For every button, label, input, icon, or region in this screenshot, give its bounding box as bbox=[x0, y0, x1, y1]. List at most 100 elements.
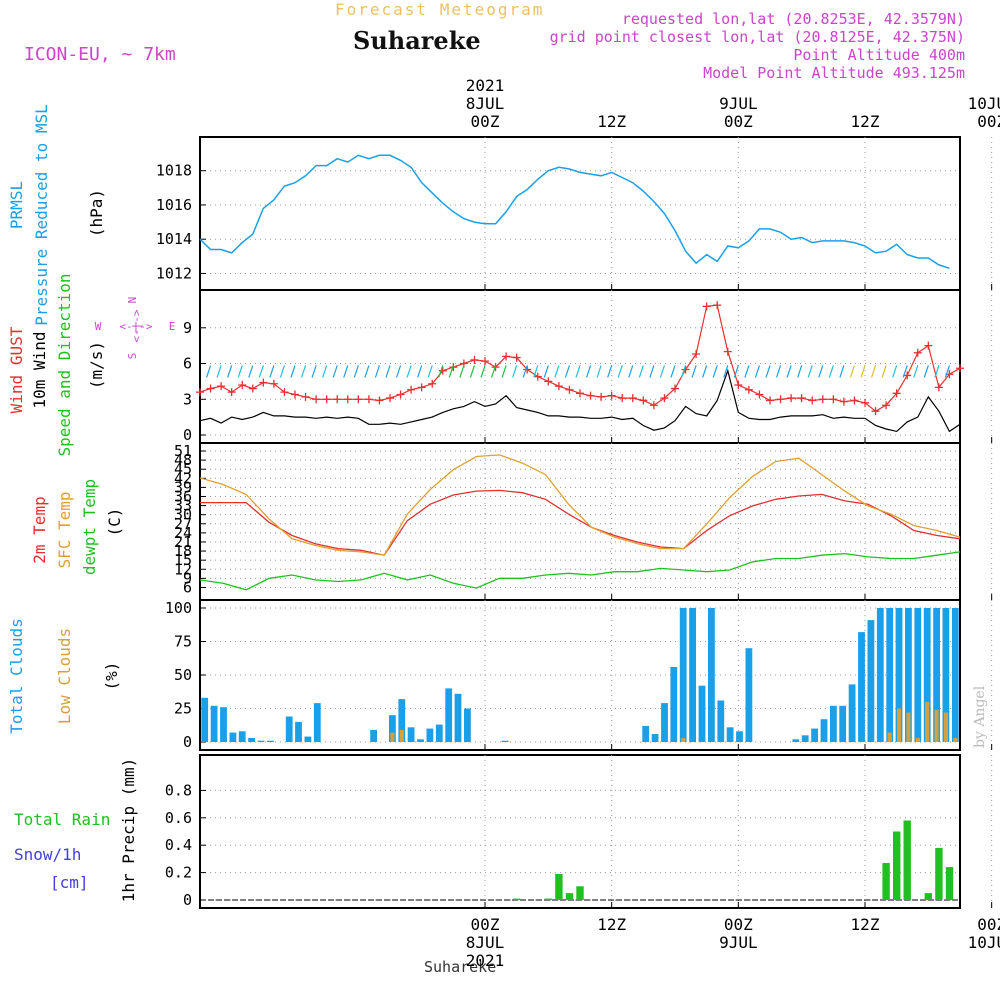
total-clouds-bar bbox=[313, 703, 321, 742]
wind-gust-marker bbox=[702, 302, 711, 311]
total-clouds-bar bbox=[670, 667, 678, 742]
temp2m-label: 2m Temp bbox=[30, 496, 49, 563]
wind-gust-marker bbox=[343, 395, 352, 404]
wind-direction-arrow bbox=[902, 365, 908, 378]
wind-gust-marker bbox=[850, 396, 859, 405]
total-clouds-bar bbox=[951, 608, 959, 742]
low-clouds-bar bbox=[943, 712, 948, 742]
temperature-ytick-label-5: 21 bbox=[174, 533, 192, 551]
wind-direction-arrow bbox=[638, 365, 644, 378]
wind-gust-marker bbox=[861, 398, 869, 407]
rain-bar bbox=[903, 820, 911, 900]
wind-gust-marker bbox=[217, 382, 226, 391]
wind-gust-marker bbox=[438, 366, 447, 375]
wind-direction-arrow bbox=[881, 365, 887, 378]
compass-horizontal: <-|-> bbox=[119, 320, 152, 333]
total-clouds-bar bbox=[220, 707, 227, 742]
wind-direction-arrow bbox=[944, 365, 951, 378]
temperature-ytick-label-4: 18 bbox=[174, 542, 192, 560]
low-clouds-bar bbox=[925, 701, 930, 742]
total-clouds-bar bbox=[238, 731, 246, 742]
sfc-temp-label: SFC Temp bbox=[55, 491, 74, 568]
wind-direction-arrow bbox=[934, 365, 940, 378]
total-clouds-bar bbox=[726, 727, 734, 742]
total-clouds-bar bbox=[285, 716, 293, 742]
temperature-ytick-label-15: 51 bbox=[174, 442, 192, 460]
wind-direction-arrow bbox=[554, 365, 560, 378]
temperature-ytick-label-12: 42 bbox=[174, 469, 192, 487]
pressure-ytick-label-0: 1012 bbox=[156, 264, 192, 282]
total-clouds-bar bbox=[689, 608, 696, 742]
temperature-ytick-label-1: 9 bbox=[183, 569, 192, 587]
temperature-ytick-label-14: 48 bbox=[174, 451, 192, 469]
wind-direction-arrow bbox=[585, 365, 592, 378]
wind-gust-marker bbox=[755, 390, 764, 399]
wind-direction-arrow bbox=[322, 365, 328, 378]
wind-gust-marker bbox=[291, 390, 299, 399]
total-clouds-bar bbox=[295, 721, 302, 742]
wind-direction-arrow bbox=[765, 365, 771, 378]
wind-gust-marker bbox=[639, 396, 648, 405]
bottom-time-label-4: 00Z bbox=[977, 915, 1000, 934]
wind-direction-arrow bbox=[617, 365, 623, 378]
wind-direction-arrow bbox=[311, 365, 317, 378]
rain-bar bbox=[893, 831, 901, 900]
clouds-ytick-label-2: 50 bbox=[174, 666, 192, 684]
wind-direction-arrow bbox=[628, 365, 634, 378]
wind-direction-arrow bbox=[775, 365, 782, 378]
wind-direction-arrow bbox=[395, 365, 402, 378]
total-clouds-bar bbox=[248, 738, 255, 742]
wind-direction-arrow bbox=[343, 365, 349, 378]
compass-south: S bbox=[126, 353, 139, 360]
low-clouds-label: Low Clouds bbox=[55, 628, 74, 724]
total-clouds-bar bbox=[661, 703, 668, 742]
wind-gust-marker bbox=[607, 391, 616, 400]
temperature-ytick-label-13: 45 bbox=[174, 460, 192, 478]
wind-direction-arrow bbox=[512, 365, 518, 378]
wind-speed-line bbox=[199, 368, 961, 433]
wind-direction-arrow bbox=[818, 365, 824, 378]
wind-direction-arrow bbox=[459, 365, 465, 378]
wind-direction-arrow bbox=[300, 365, 307, 378]
total-clouds-bar bbox=[417, 739, 424, 742]
wind-gust-marker bbox=[312, 395, 321, 404]
precip-panel-frame bbox=[199, 754, 961, 909]
clouds-ytick-label-4: 100 bbox=[165, 599, 192, 617]
wind-gust-marker bbox=[766, 396, 774, 405]
chart-top-title: Forecast Meteogram bbox=[335, 0, 545, 19]
wind-direction-arrow bbox=[290, 365, 296, 378]
compass-east: E bbox=[169, 320, 176, 333]
wind-direction-arrow bbox=[216, 365, 222, 378]
wind-gust-marker bbox=[903, 371, 912, 380]
total-clouds-bar bbox=[867, 620, 875, 742]
pressure-line bbox=[199, 154, 950, 270]
total-clouds-bar bbox=[905, 608, 912, 742]
wind-direction-arrow bbox=[332, 365, 338, 378]
wind-direction-arrow bbox=[522, 365, 528, 378]
wind-unit-label: (m/s) bbox=[87, 341, 106, 389]
total-clouds-bar bbox=[914, 608, 922, 742]
wind-direction-arrow bbox=[807, 365, 813, 378]
wind-gust-marker bbox=[269, 379, 278, 388]
total-clouds-bar bbox=[876, 608, 884, 742]
bottom-time-label-1: 12Z bbox=[597, 915, 626, 934]
pressure-ytick-label-2: 1016 bbox=[156, 196, 192, 214]
compass-vertical: <-|-> bbox=[130, 309, 143, 342]
total-clouds-bar bbox=[389, 715, 396, 742]
wind-direction-arrow bbox=[469, 365, 476, 378]
wind-gust-marker bbox=[259, 378, 268, 387]
total-clouds-bar bbox=[923, 608, 931, 742]
total-clouds-bar bbox=[848, 684, 856, 742]
wind-gust-marker bbox=[417, 383, 426, 392]
pressure-panel-frame bbox=[199, 136, 961, 291]
top-year-label-0: 2021 bbox=[466, 76, 505, 95]
wind-gust-marker bbox=[322, 395, 331, 404]
wind-gust-marker bbox=[354, 395, 363, 404]
bottom-time-label-0: 00Z bbox=[471, 915, 500, 934]
wind-gust-marker bbox=[776, 395, 785, 404]
rain-bar bbox=[513, 898, 521, 900]
wind-direction-arrow bbox=[870, 365, 877, 378]
wind-gust-marker bbox=[797, 394, 806, 403]
snow-label: Snow/1h bbox=[14, 845, 81, 864]
sfc-temp-line bbox=[199, 454, 961, 556]
